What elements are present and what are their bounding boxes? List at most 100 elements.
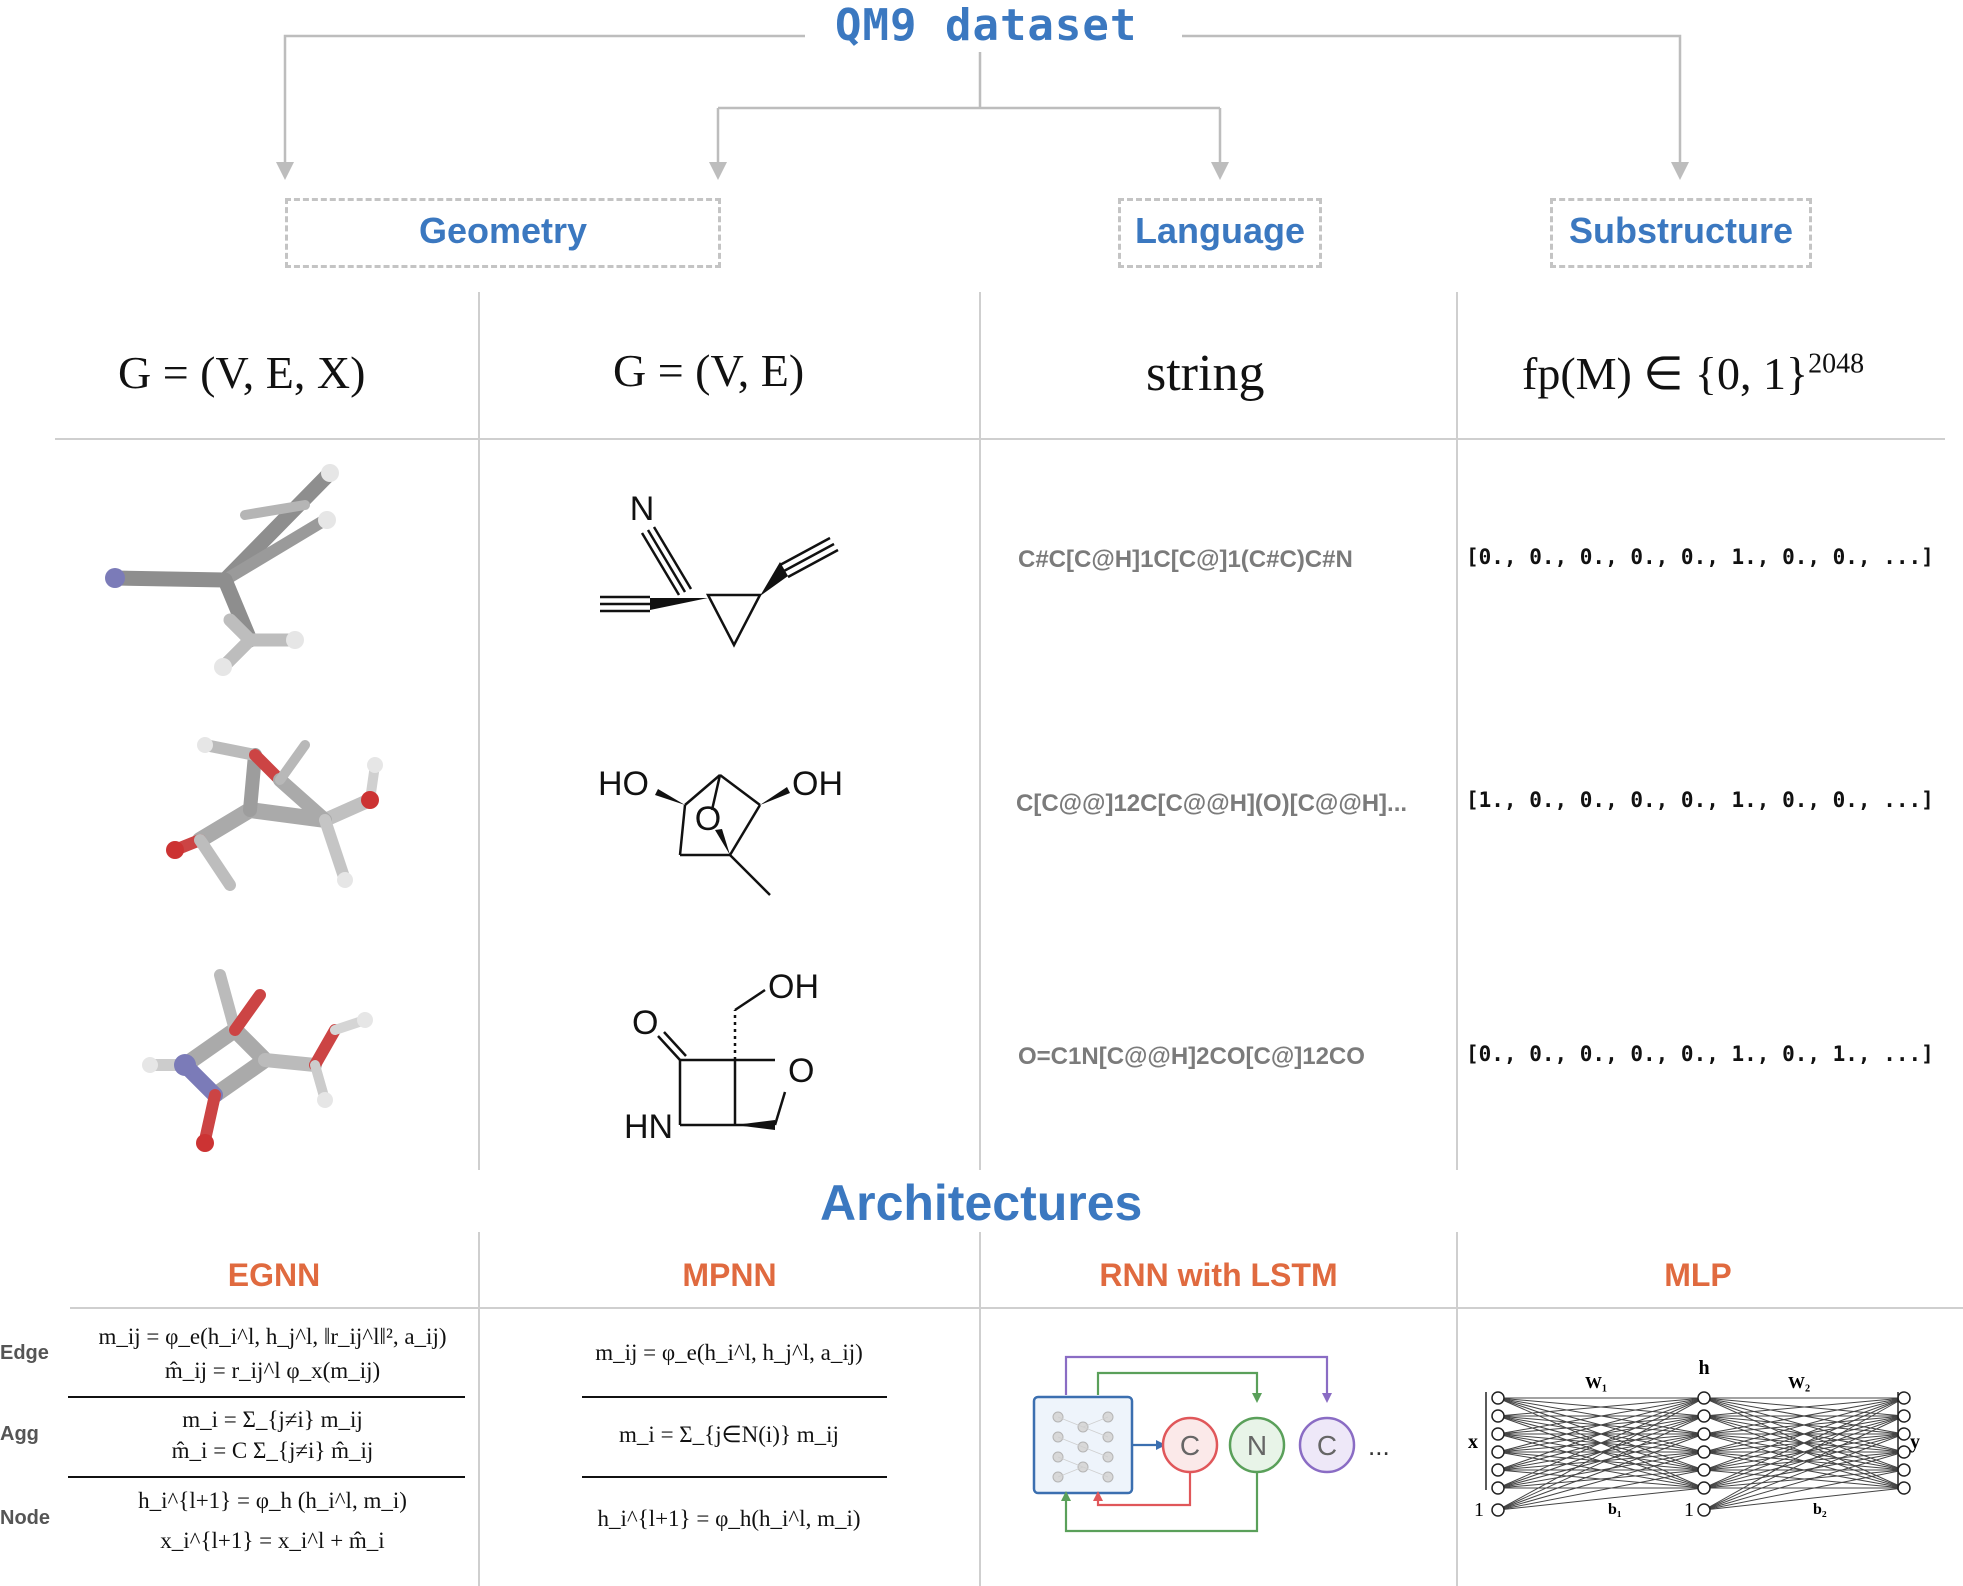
mlp-connection: [1703, 1451, 1905, 1511]
mlp-connection: [1497, 1433, 1705, 1489]
rnn-token-2: N: [1247, 1430, 1267, 1461]
mlp-diagram: x y h W₁ W₂ b₁ b₂ 1 1: [1468, 1360, 1920, 1521]
mlp-input-node: [1491, 1463, 1505, 1477]
mlp-input-node: [1491, 1445, 1505, 1459]
mlp-output-node: [1897, 1409, 1911, 1423]
mlp-weight-1-label: W₁: [1585, 1373, 1607, 1392]
molecule-2-3d-model: [166, 737, 383, 891]
mlp-hidden-node: [1697, 1409, 1711, 1423]
molecule-3-2d-structure: OH O O HN: [624, 968, 819, 1146]
molecule-1-2d-structure: N: [600, 490, 839, 648]
mlp-bias-node: [1697, 1503, 1711, 1517]
mlp-input-label: x: [1468, 1431, 1478, 1453]
mlp-connection: [1497, 1433, 1705, 1511]
arch-divider-3: [1456, 1232, 1458, 1586]
mlp-connection: [1497, 1451, 1705, 1511]
mlp-bias-2-label: b₂: [1813, 1501, 1827, 1518]
molecule-2-2d-structure: HO OH O: [598, 765, 843, 896]
geometric-graph-notation: G = (V, E, X): [118, 347, 366, 398]
language-box: [1118, 198, 1322, 268]
egnn-label: EGNN: [227, 1257, 321, 1293]
mlp-connection: [1703, 1469, 1905, 1511]
mlp-connection: [1703, 1397, 1905, 1471]
substructure-label: Substructure: [1568, 210, 1794, 251]
mlp-bias-node: [1491, 1503, 1505, 1517]
molecule-2-atom-oh: OH: [792, 765, 843, 803]
mlp-connection: [1703, 1469, 1905, 1489]
molecule-1-atom-n: N: [630, 490, 655, 528]
mlp-hidden-label: h: [1698, 1360, 1709, 1379]
molecule-2-fingerprint: [1., 0., 0., 0., 0., 1., 0., 0., ...]: [1466, 788, 1934, 812]
mlp-hidden-node: [1697, 1445, 1711, 1459]
molecule-1-3d-model: [105, 464, 339, 676]
egnn-agg-equation-2: m̂_i = C Σ_{j≠i} m̂_ij: [171, 1438, 374, 1463]
mlp-connection: [1703, 1397, 1905, 1435]
mlp-connection: [1497, 1469, 1705, 1511]
molecule-2-atom-o: O: [695, 800, 721, 838]
dataset-title: QM9 dataset: [835, 0, 1138, 51]
molecule-2-atom-ho: HO: [598, 765, 649, 803]
mlp-output-node: [1897, 1391, 1911, 1405]
mlp-output-node: [1897, 1445, 1911, 1459]
mlp-output-node: [1897, 1463, 1911, 1477]
egnn-node-equation-2: x_i^{l+1} = x_i^l + m̂_i: [160, 1528, 385, 1553]
rnn-token-3: C: [1317, 1430, 1337, 1461]
fingerprint-notation: fp(M) ∈ {0, 1}2048: [1522, 348, 1865, 399]
mlp-input-node: [1491, 1391, 1505, 1405]
row-label-agg: Agg: [0, 1423, 39, 1445]
mlp-label: MLP: [1664, 1257, 1732, 1293]
mlp-hidden-node: [1697, 1427, 1711, 1441]
mlp-connection: [1497, 1469, 1705, 1489]
egnn-edge-equation-1: m_ij = φ_e(h_i^l, h_j^l, ‖r_ij^l‖², a_ij…: [98, 1324, 447, 1349]
molecule-1-fingerprint: [0., 0., 0., 0., 0., 1., 0., 0., ...]: [1466, 545, 1934, 569]
mlp-connection: [1497, 1415, 1705, 1511]
molecule-3-fingerprint: [0., 0., 0., 0., 0., 1., 0., 1., ...]: [1466, 1042, 1934, 1066]
mlp-connection: [1497, 1397, 1705, 1417]
mlp-output-label: y: [1910, 1431, 1920, 1453]
row-label-node: Node: [0, 1507, 50, 1529]
mpnn-separator-2: [582, 1476, 887, 1478]
molecule-3-3d-model: [142, 969, 373, 1152]
mlp-hidden-node: [1697, 1463, 1711, 1477]
mlp-connection: [1703, 1433, 1905, 1511]
egnn-node-equation-1: h_i^{l+1} = φ_h (h_i^l, m_i): [138, 1488, 407, 1513]
molecule-3-atom-o-ring: O: [788, 1052, 814, 1090]
mlp-connection: [1703, 1397, 1905, 1511]
mpnn-separator-1: [582, 1396, 887, 1398]
molecule-3-atom-hn: HN: [624, 1108, 673, 1146]
dataset-tree-connectors: [276, 34, 1689, 180]
header-divider: [55, 438, 1945, 440]
column-divider-1: [478, 292, 480, 1170]
mlp-bias-input-1: 1: [1474, 1499, 1484, 1521]
molecule-3-smiles: O=C1N[C@@H]2CO[C@]12CO: [1018, 1043, 1365, 1070]
mpnn-node-equation: h_i^{l+1} = φ_h(h_i^l, m_i): [597, 1506, 861, 1531]
column-divider-2: [979, 292, 981, 1170]
egnn-agg-equation-1: m_i = Σ_{j≠i} m_ij: [182, 1407, 363, 1432]
column-divider-3: [1456, 292, 1458, 1170]
mlp-bias-1-label: b₁: [1608, 1501, 1622, 1518]
geometry-label: Geometry: [418, 210, 588, 251]
egnn-separator-2: [68, 1476, 465, 1478]
mlp-connection: [1703, 1433, 1905, 1489]
mlp-input-node: [1491, 1409, 1505, 1423]
mlp-hidden-node: [1697, 1391, 1711, 1405]
rnn-ellipsis: ...: [1368, 1431, 1390, 1461]
mlp-connection: [1497, 1487, 1705, 1511]
arch-header-divider: [70, 1307, 1963, 1309]
mlp-connection: [1497, 1397, 1705, 1489]
mlp-connection: [1703, 1415, 1905, 1511]
mlp-connection: [1497, 1415, 1705, 1489]
mlp-weight-2-label: W₂: [1788, 1373, 1810, 1392]
mlp-connection: [1703, 1397, 1905, 1453]
mlp-bias-input-2: 1: [1684, 1499, 1694, 1521]
mpnn-label: MPNN: [682, 1257, 777, 1293]
rnn-lstm-diagram: C N C ...: [1032, 1355, 1390, 1533]
string-notation: string: [1146, 345, 1265, 402]
molecule-1-smiles: C#C[C@H]1C[C@]1(C#C)C#N: [1018, 546, 1353, 573]
mlp-connection: [1703, 1415, 1905, 1489]
mlp-connection: [1703, 1397, 1905, 1417]
arch-divider-1: [478, 1232, 480, 1586]
molecule-3-atom-oh: OH: [768, 968, 819, 1006]
architectures-title: Architectures: [820, 1175, 1143, 1231]
molecule-2-smiles: C[C@@]12C[C@@H](O)[C@@H]...: [1016, 790, 1408, 817]
